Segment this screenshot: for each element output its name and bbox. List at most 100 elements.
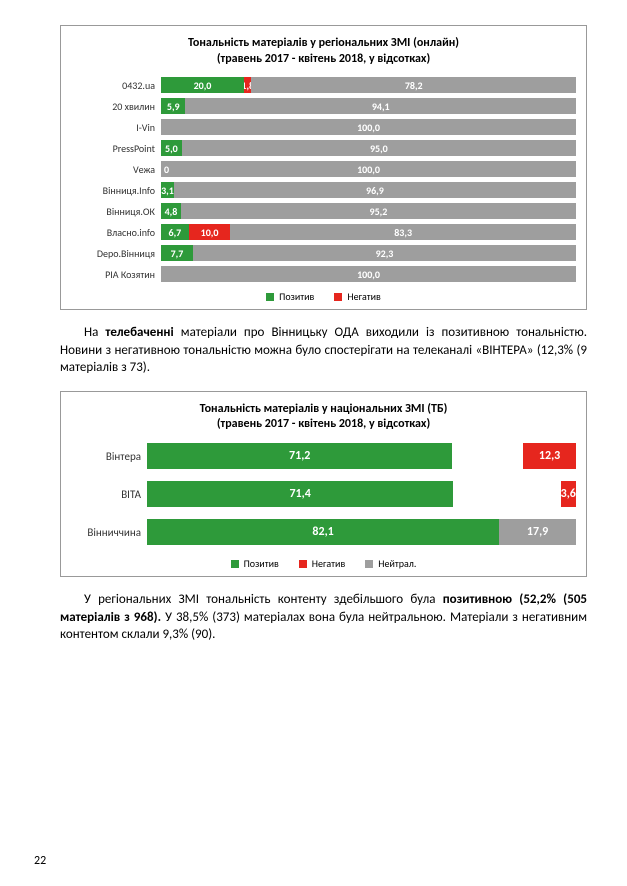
p1-prefix: На: [84, 325, 105, 340]
swatch-positive: [231, 560, 239, 568]
chart1-row-label: РІА Козятин: [71, 268, 161, 281]
chart1-row-track: 20,01,878,2: [161, 77, 576, 93]
seg-spacer: [452, 443, 523, 469]
seg-remainder: 78,2: [251, 77, 576, 93]
seg-remainder: 100,0: [161, 266, 576, 282]
swatch-positive: [266, 293, 274, 301]
seg-remainder: 83,3: [230, 224, 576, 240]
chart1-row: Власно.info6,710,083,3: [71, 224, 576, 240]
chart1-row-track: 100,0: [161, 119, 576, 135]
legend-negative: Негатив: [299, 557, 345, 570]
chart1-row-track: 7,792,3: [161, 245, 576, 261]
chart2-title-line1: Тональність матеріалів у національних ЗМ…: [200, 402, 448, 416]
seg-positive: 5,0: [161, 140, 182, 156]
chart-national-tv: Тональність матеріалів у національних ЗМ…: [60, 391, 587, 577]
seg-positive: 7,7: [161, 245, 193, 261]
chart2-row-label: Вінниччина: [71, 526, 147, 539]
legend-positive-label: Позитив: [244, 557, 279, 570]
chart1-row: PressPoint5,095,0: [71, 140, 576, 156]
seg-positive: 71,2: [147, 443, 452, 469]
seg-remainder: 94,1: [185, 98, 576, 114]
legend-negative-label: Негатив: [347, 290, 380, 303]
seg-positive: 3,1: [161, 182, 174, 198]
chart1-row: Вінниця.ОК4,895,2: [71, 203, 576, 219]
seg-positive: 20,0: [161, 77, 244, 93]
chart2-row-track: 82,117,9: [147, 519, 576, 545]
chart1-row-label: Вінниця.ОК: [71, 205, 161, 218]
chart2-row-track: 71,2 12,3: [147, 443, 576, 469]
chart1-body: 0432.ua20,01,878,220 хвилин5,994,1I-Vin1…: [71, 77, 576, 282]
chart1-row-track: 0100,0: [161, 161, 576, 177]
legend-neutral-label: Нейтрал.: [378, 557, 416, 570]
legend-negative: Негатив: [334, 290, 380, 303]
seg-remainder: 95,2: [181, 203, 576, 219]
seg-positive: 5,9: [161, 98, 185, 114]
chart2-title: Тональність матеріалів у національних ЗМ…: [71, 402, 576, 433]
chart2-title-line2: (травень 2017 - квітень 2018, у відсотка…: [217, 417, 430, 431]
seg-negative: 10,0: [189, 224, 231, 240]
chart1-row-label: Depo.Вінниця: [71, 247, 161, 260]
chart1-legend: Позитив Негатив: [71, 290, 576, 303]
chart2-row-label: ВІТА: [71, 488, 147, 501]
seg-positive: 82,1: [147, 519, 499, 545]
chart1-row-track: 6,710,083,3: [161, 224, 576, 240]
chart1-row-label: Vежа: [71, 163, 161, 176]
chart1-row: 20 хвилин5,994,1: [71, 98, 576, 114]
chart2-legend: Позитив Негатив Нейтрал.: [71, 557, 576, 570]
seg-remainder: 0100,0: [161, 161, 576, 177]
seg-positive: 71,4: [147, 481, 453, 507]
seg-negative: 12,3: [523, 443, 576, 469]
chart1-row-track: 5,994,1: [161, 98, 576, 114]
chart1-row: Depo.Вінниця7,792,3: [71, 245, 576, 261]
chart1-row: 0432.ua20,01,878,2: [71, 77, 576, 93]
chart1-row-track: 100,0: [161, 266, 576, 282]
legend-positive: Позитив: [231, 557, 279, 570]
legend-positive: Позитив: [266, 290, 314, 303]
chart2-body: Вінтера71,2 12,3 ВІТА71,4 3,6 Вінниччина82,1…: [71, 443, 576, 545]
chart1-row-track: 4,895,2: [161, 203, 576, 219]
chart1-row-label: 0432.ua: [71, 79, 161, 92]
swatch-negative: [334, 293, 342, 301]
chart2-row: Вінниччина82,117,9: [71, 519, 576, 545]
chart1-title-line1: Тональність матеріалів у регіональних ЗМ…: [188, 36, 459, 50]
swatch-negative: [299, 560, 307, 568]
swatch-neutral: [365, 560, 373, 568]
chart1-row-track: 5,095,0: [161, 140, 576, 156]
chart2-row-label: Вінтера: [71, 450, 147, 463]
seg-remainder: 100,0: [161, 119, 576, 135]
legend-neutral: Нейтрал.: [365, 557, 416, 570]
seg-remainder: 95,0: [182, 140, 576, 156]
p1-bold: телебаченні: [105, 325, 173, 340]
seg-negative: 3,6: [561, 481, 576, 507]
chart1-row-label: Власно.info: [71, 226, 161, 239]
chart1-row: РІА Козятин100,0: [71, 266, 576, 282]
chart1-row: Vежа0100,0: [71, 161, 576, 177]
seg-remainder: 96,9: [174, 182, 576, 198]
legend-negative-label: Негатив: [312, 557, 345, 570]
chart1-row-label: I-Vin: [71, 121, 161, 134]
chart1-row: I-Vin100,0: [71, 119, 576, 135]
chart1-row-label: Вінниця.Info: [71, 184, 161, 197]
seg-negative: 1,8: [244, 77, 251, 93]
p2-prefix: У регіональних ЗМІ тональність контенту …: [84, 592, 443, 607]
chart1-row-label: 20 хвилин: [71, 100, 161, 113]
document-page: Тональність матеріалів у регіональних ЗМ…: [0, 0, 627, 886]
chart1-row-track: 3,196,9: [161, 182, 576, 198]
chart2-row: Вінтера71,2 12,3: [71, 443, 576, 469]
seg-remainder: 92,3: [193, 245, 576, 261]
chart1-row: Вінниця.Info3,196,9: [71, 182, 576, 198]
chart1-row-label: PressPoint: [71, 142, 161, 155]
seg-neutral: 17,9: [499, 519, 576, 545]
paragraph-regional-summary: У регіональних ЗМІ тональність контенту …: [60, 591, 587, 644]
seg-positive: 6,7: [161, 224, 189, 240]
paragraph-tv-summary: На телебаченні матеріали про Вінницьку О…: [60, 324, 587, 377]
chart-regional-online: Тональність матеріалів у регіональних ЗМ…: [60, 25, 587, 310]
chart2-row-track: 71,4 3,6: [147, 481, 576, 507]
legend-positive-label: Позитив: [279, 290, 314, 303]
seg-positive: 4,8: [161, 203, 181, 219]
chart1-title: Тональність матеріалів у регіональних ЗМ…: [71, 36, 576, 67]
chart1-title-line2: (травень 2017 - квітень 2018, у відсотка…: [217, 52, 430, 66]
seg-spacer: [453, 481, 560, 507]
page-number: 22: [34, 854, 46, 868]
chart2-row: ВІТА71,4 3,6: [71, 481, 576, 507]
